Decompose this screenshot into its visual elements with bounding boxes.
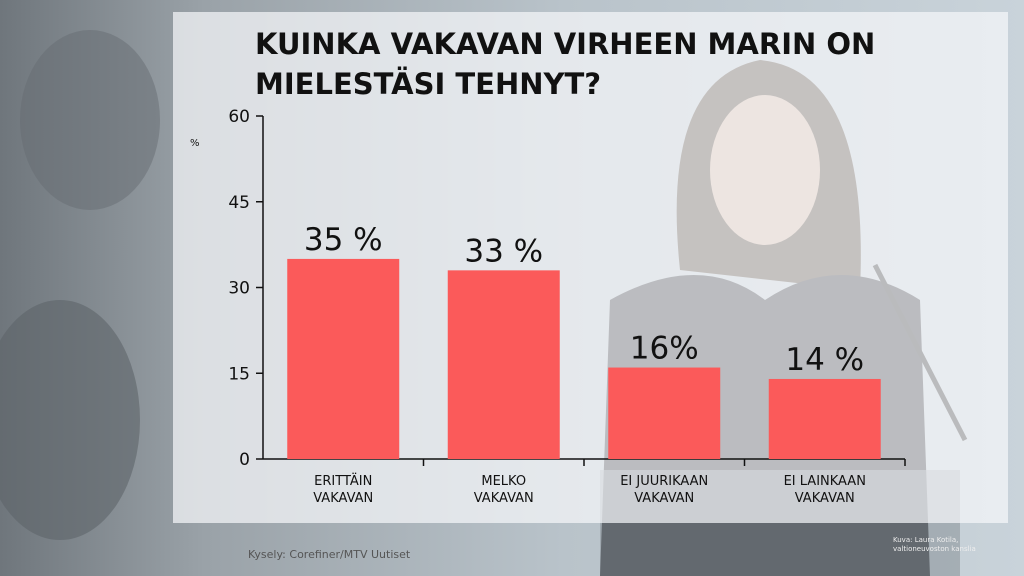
x-tick-label: ERITTÄIN VAKAVAN xyxy=(313,474,374,506)
chart-title: KUINKA VAKAVAN VIRHEEN MARIN ON MIELESTÄ… xyxy=(255,27,876,101)
photo-credit: Kuva: Laura Kotila, valtioneuvoston kans… xyxy=(893,536,976,553)
value-label: 16% xyxy=(630,331,699,367)
y-tick-label: 30 xyxy=(228,279,250,299)
y-axis-label: % xyxy=(190,138,200,149)
y-tick-label: 15 xyxy=(228,364,250,384)
bar xyxy=(768,378,881,459)
bar xyxy=(287,258,400,459)
y-tick-label: 0 xyxy=(239,450,250,470)
x-tick-label: MELKO VAKAVAN xyxy=(473,474,534,506)
value-label: 14 % xyxy=(785,342,864,378)
source: Kysely: Corefiner/MTV Uutiset xyxy=(248,548,411,561)
y-tick-label: 60 xyxy=(228,107,250,127)
bar xyxy=(608,367,721,459)
y-tick-label: 45 xyxy=(228,193,250,213)
bar xyxy=(447,270,560,459)
value-label: 35 % xyxy=(304,222,383,258)
x-tick-label: EI LAINKAAN VAKAVAN xyxy=(783,474,866,506)
value-label: 33 % xyxy=(464,233,543,269)
x-tick-label: EI JUURIKAAN VAKAVAN xyxy=(620,474,709,506)
